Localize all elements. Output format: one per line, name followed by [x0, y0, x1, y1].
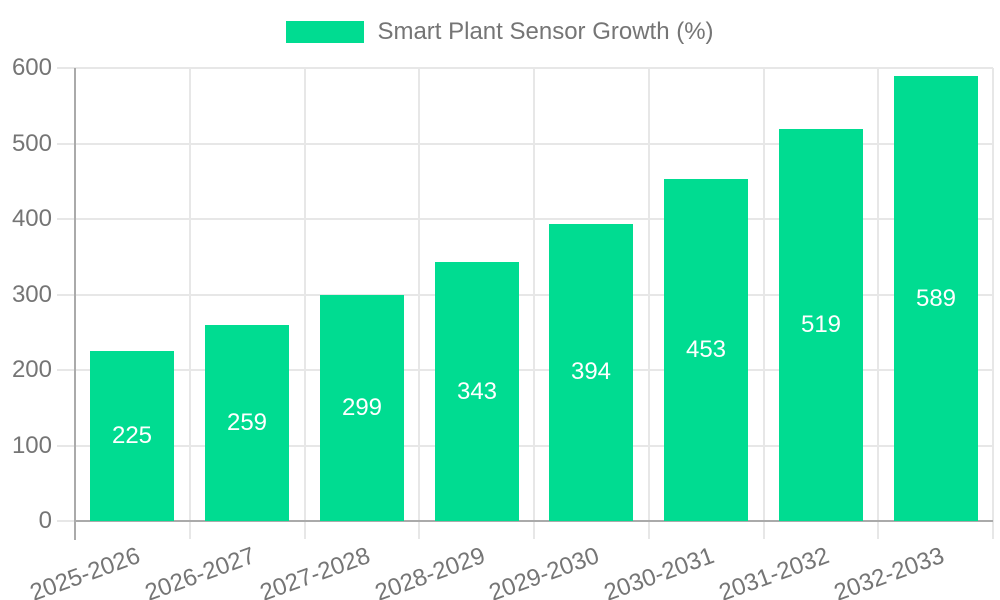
x-tick-1	[188, 521, 191, 539]
bar-2032-2033[interactable]	[894, 76, 978, 521]
gridline-x-boundary-6	[762, 68, 765, 521]
y-tick-300	[57, 293, 75, 296]
y-tick-400	[57, 218, 75, 220]
bar-2028-2029[interactable]	[435, 262, 519, 521]
legend-label: Smart Plant Sensor Growth (%)	[377, 18, 714, 45]
x-axis-label-2032-2033: 2032-2033	[830, 542, 948, 600]
gridline-x-boundary-5	[647, 68, 650, 521]
x-axis-label-2025-2026: 2025-2026	[26, 542, 144, 600]
gridline-x-boundary-1	[188, 68, 191, 521]
y-axis-label-100: 100	[11, 431, 52, 459]
y-axis-label-0: 0	[38, 507, 52, 534]
y-axis-label-400: 400	[11, 205, 52, 232]
y-axis-line	[74, 68, 76, 540]
x-tick-6	[762, 521, 765, 539]
x-axis-line	[75, 520, 993, 522]
x-axis-label-2029-2030: 2029-2030	[485, 542, 603, 600]
bar-value-label-2025-2026: 225	[111, 422, 153, 449]
bar-value-label-2031-2032: 519	[800, 311, 842, 338]
legend-swatch	[286, 21, 365, 43]
x-axis-label-2030-2031: 2030-2031	[600, 542, 718, 600]
bar-value-label-2032-2033: 589	[915, 285, 957, 312]
y-axis-label-300: 300	[11, 280, 52, 308]
x-tick-7	[877, 521, 880, 539]
y-axis-label-600: 600	[11, 54, 52, 81]
y-tick-600	[57, 67, 75, 69]
bar-2026-2027[interactable]	[205, 325, 289, 521]
x-axis-label-2026-2027: 2026-2027	[141, 542, 259, 600]
x-axis-label-2028-2029: 2028-2029	[371, 542, 489, 600]
legend[interactable]: Smart Plant Sensor Growth (%)	[0, 18, 1000, 45]
bar-2027-2028[interactable]	[320, 295, 404, 521]
x-axis-label-2027-2028: 2027-2028	[256, 542, 374, 600]
x-tick-4	[533, 521, 535, 539]
bar-value-label-2026-2027: 259	[226, 409, 268, 436]
y-axis-label-200: 200	[11, 356, 52, 383]
gridline-x-boundary-8	[992, 68, 994, 521]
bar-value-label-2027-2028: 299	[341, 394, 383, 421]
x-tick-5	[647, 521, 650, 539]
y-tick-200	[57, 369, 75, 371]
gridline-x-boundary-4	[533, 68, 535, 521]
y-tick-0	[57, 520, 75, 522]
bar-value-label-2028-2029: 343	[456, 378, 498, 405]
x-tick-3	[418, 521, 421, 539]
bar-value-label-2029-2030: 394	[570, 358, 612, 385]
x-tick-8	[992, 521, 994, 539]
y-axis-label-500: 500	[11, 129, 52, 157]
gridline-x-boundary-2	[303, 68, 306, 521]
gridline-x-boundary-3	[418, 68, 421, 521]
bar-2025-2026[interactable]	[90, 351, 174, 521]
x-tick-2	[303, 521, 306, 539]
y-tick-500	[57, 142, 75, 145]
gridline-x-boundary-7	[877, 68, 880, 521]
bar-value-label-2030-2031: 453	[685, 336, 727, 363]
bar-2031-2032[interactable]	[779, 129, 863, 521]
bar-2030-2031[interactable]	[664, 178, 748, 521]
x-axis-label-2031-2032: 2031-2032	[715, 542, 833, 600]
bar-2029-2030[interactable]	[549, 223, 633, 521]
y-tick-100	[57, 444, 75, 447]
